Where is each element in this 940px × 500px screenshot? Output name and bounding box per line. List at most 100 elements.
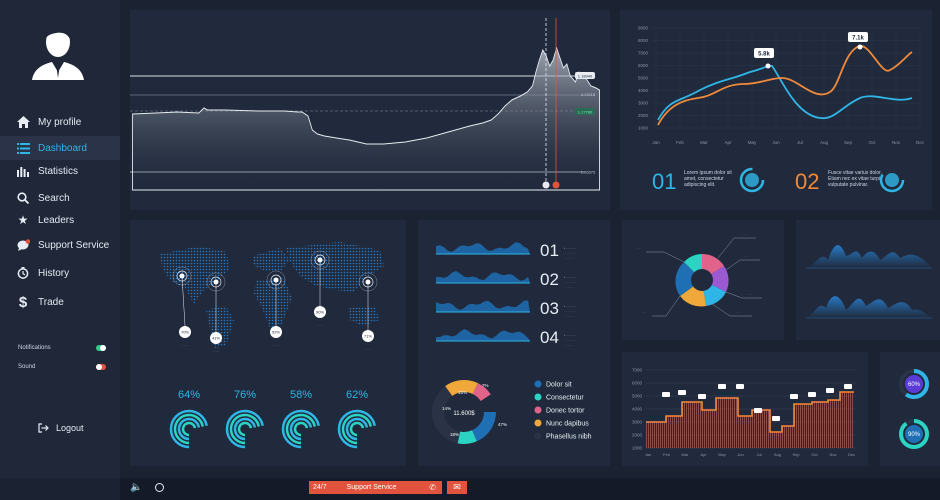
- search-icon: [16, 191, 30, 205]
- y-tick-label: 3000: [638, 101, 649, 106]
- map-pin-value: 71%: [364, 334, 372, 339]
- legend-label: Phasellus nibh: [546, 434, 592, 441]
- price-tag-3: [575, 108, 595, 115]
- map-pin-value: 70%: [181, 330, 189, 335]
- map-pin[interactable]: [362, 330, 374, 342]
- x-tick-label: Oct: [811, 452, 818, 457]
- sidebar-item-dashboard[interactable]: Dashboard: [0, 136, 120, 160]
- sidebar-item-support-service[interactable]: Support Service: [0, 233, 120, 257]
- distribution-panel: [796, 220, 940, 340]
- series-blue-line: [657, 64, 913, 121]
- price-chart-panel: 1.18940 1.18118 1.17780 1.16372: [130, 10, 610, 210]
- svg-text:········: ········: [364, 347, 372, 351]
- legend-swatch: [534, 380, 542, 388]
- price-tag-2-text: 1.18118: [581, 92, 596, 97]
- gauges-panel: 60% 90%: [880, 352, 940, 466]
- volume-icon[interactable]: 🔈: [130, 482, 143, 493]
- map-pin[interactable]: [270, 326, 282, 338]
- map-pin[interactable]: [210, 332, 222, 344]
- region-percent: 58%: [290, 389, 312, 401]
- donut-chart: 11.600$ 15% 7% 14% 47% 18% Dolor sit Cons…: [432, 380, 592, 444]
- logout-label: Logout: [56, 423, 84, 433]
- y-tick-label: 1000: [632, 446, 643, 451]
- notifications-setting: Notifications: [18, 345, 106, 351]
- x-tick-label: Apr: [700, 452, 707, 457]
- waves-panel: 01 • ·········· ············ ·········· 02 • …: [418, 220, 610, 466]
- phone-icon: ✆: [429, 483, 436, 492]
- y-tick-label: 5000: [638, 76, 649, 81]
- sidebar-item-search[interactable]: Search: [0, 186, 120, 210]
- svg-text:········: ········: [316, 323, 324, 327]
- chat-icon: [16, 238, 30, 252]
- settings-icon[interactable]: [155, 483, 164, 492]
- price-tag-1-text: 1.18940: [578, 74, 593, 79]
- x-tick-label: Jun: [737, 452, 743, 457]
- sound-toggle[interactable]: [96, 364, 106, 370]
- callout-7-1k: [848, 32, 868, 42]
- notifications-toggle[interactable]: [96, 345, 106, 351]
- x-tick-label: Feb: [663, 452, 671, 457]
- x-tick-label: Sep: [792, 452, 800, 457]
- svg-text:········: ········: [212, 349, 220, 353]
- y-tick-label: 6000: [638, 63, 649, 68]
- map-pin-value: 52%: [272, 330, 280, 335]
- legend-swatch: [534, 419, 542, 427]
- sidebar-item-trade[interactable]: $ Trade: [0, 290, 120, 314]
- svg-text:············: ············: [564, 309, 576, 313]
- x-tick-label: Oct: [868, 140, 876, 145]
- y-tick-label: 6000: [632, 381, 643, 386]
- list-icon: [16, 141, 30, 155]
- email-button[interactable]: ✉: [447, 481, 467, 494]
- x-tick-label: Feb: [676, 140, 684, 145]
- y-tick-label: 2000: [638, 113, 649, 118]
- support-service-bar[interactable]: 24/7 Support Service ✆: [309, 481, 442, 494]
- x-tick-label: Mar: [700, 140, 708, 145]
- price-chart[interactable]: 1.18940 1.18118 1.17780 1.16372: [130, 10, 610, 210]
- sidebar: My profile Dashboard Statistics Search ★…: [0, 0, 120, 478]
- map-pin[interactable]: [314, 306, 326, 318]
- wave-number: 01: [540, 241, 559, 260]
- x-tick-label: Apr: [724, 140, 732, 145]
- svg-text:······: ······: [736, 310, 742, 314]
- sidebar-item-history[interactable]: History: [0, 261, 120, 285]
- segment-pie-panel: ····· ····· ······ ······ ······ ······: [622, 220, 784, 340]
- legend-label: Nunc dapibus: [546, 421, 589, 428]
- close-position-handle[interactable]: [552, 181, 560, 189]
- svg-text:··········: ··········: [564, 314, 574, 318]
- step-chart-panel: 7000 6000 5000 4000 3000 2000 1000 Jan Feb Mar Apr…: [622, 352, 868, 466]
- sidebar-item-statistics[interactable]: Statistics: [0, 159, 120, 183]
- svg-text:··········: ··········: [564, 285, 574, 289]
- gauge-1-value: 60%: [908, 382, 921, 388]
- x-tick-label: Dec: [916, 140, 925, 145]
- price-tag-3-text: 1.17780: [578, 110, 593, 115]
- sound-setting: Sound: [18, 364, 106, 370]
- logout-button[interactable]: Logout: [0, 416, 120, 440]
- x-tick-label: Nov: [829, 452, 836, 457]
- x-tick-label: May: [718, 452, 726, 457]
- map-pin[interactable]: [179, 326, 191, 338]
- sidebar-item-my-profile[interactable]: My profile: [0, 110, 120, 134]
- svg-text:··········: ··········: [564, 343, 574, 347]
- logout-icon: [36, 421, 50, 435]
- svg-text:········: ········: [181, 343, 189, 347]
- y-tick-label: 4000: [638, 88, 649, 93]
- legend-swatch: [534, 393, 542, 401]
- stat-1-number: 01: [652, 169, 676, 194]
- user-avatar-icon[interactable]: [30, 22, 86, 80]
- stat-1-text: Lorem ipsum dolor sit amet, consectetur …: [684, 170, 732, 188]
- donut-center-value: 11.600$: [453, 411, 475, 417]
- donut-label-2: 14%: [442, 406, 451, 411]
- sidebar-item-label: My profile: [38, 116, 82, 128]
- sidebar-item-leaders[interactable]: ★ Leaders: [0, 208, 120, 232]
- x-tick-label: May: [748, 140, 757, 145]
- callout-5-8k: [754, 48, 774, 58]
- crosshair-handle[interactable]: [542, 181, 550, 189]
- callout-5-8k-text: 5.8k: [758, 52, 770, 58]
- legend-label: Dolor sit: [546, 382, 572, 389]
- world-map: 70% ········ 41% ········ 52% ········ 90% ····…: [160, 242, 384, 449]
- svg-text:·····: ·····: [636, 246, 641, 250]
- star-icon: ★: [17, 213, 29, 227]
- svg-text:········: ········: [272, 343, 280, 347]
- y-tick-label: 2000: [632, 433, 643, 438]
- home-icon: [16, 115, 30, 129]
